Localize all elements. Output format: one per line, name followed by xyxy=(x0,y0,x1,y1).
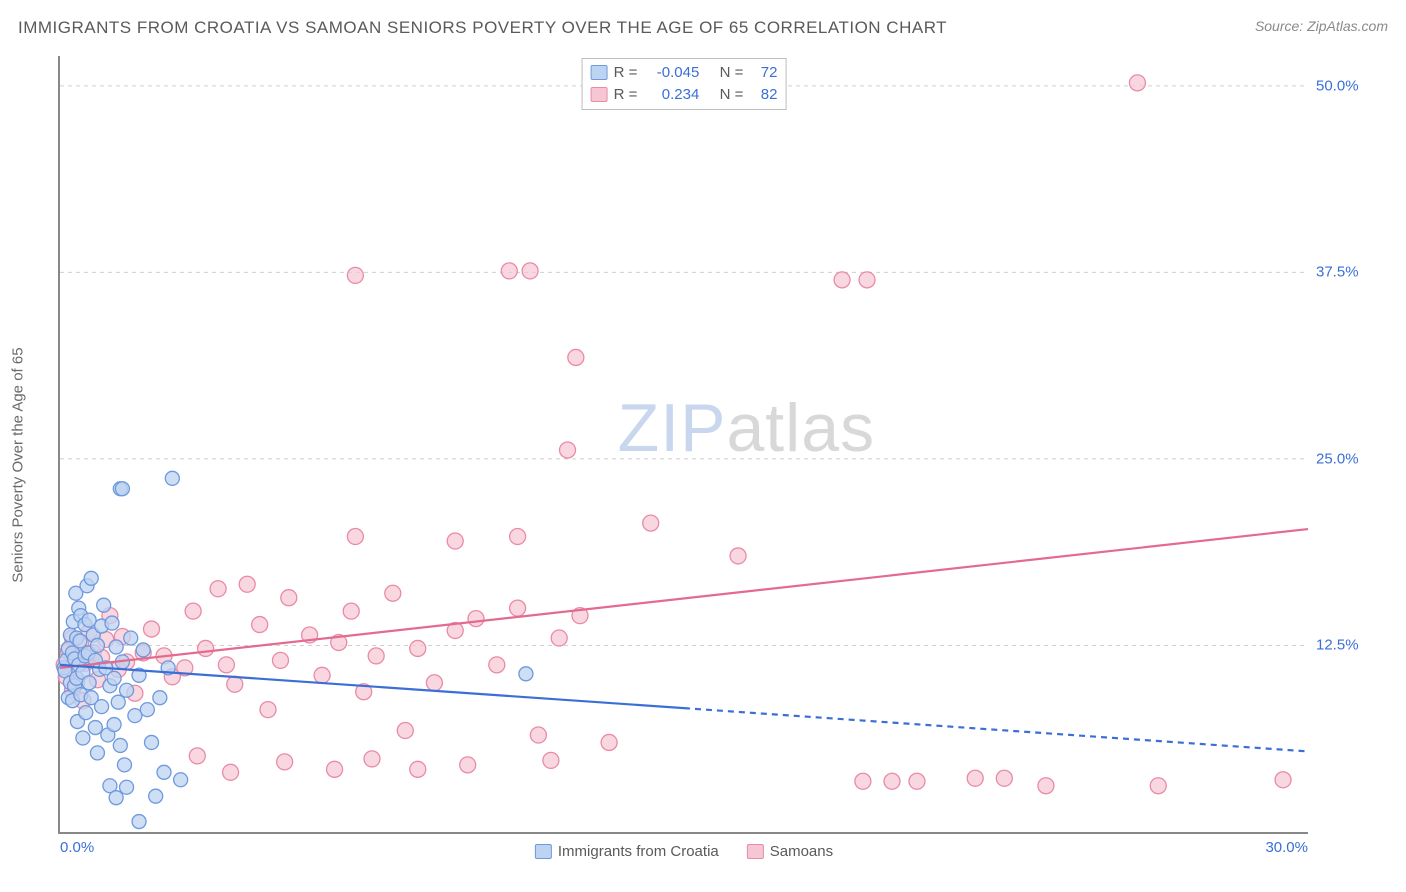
stats-row-croatia: R = -0.045 N = 72 xyxy=(591,62,778,84)
y-tick: 37.5% xyxy=(1316,264,1386,281)
legend-item-croatia: Immigrants from Croatia xyxy=(535,843,719,860)
swatch-samoans xyxy=(591,87,608,102)
y-tick: 25.0% xyxy=(1316,450,1386,467)
n-value-samoans: 82 xyxy=(749,84,777,106)
n-label: N = xyxy=(720,62,744,84)
n-label: N = xyxy=(720,84,744,106)
r-label: R = xyxy=(614,62,638,84)
chart-area: Seniors Poverty Over the Age of 65 ZIPat… xyxy=(28,56,1388,874)
r-value-croatia: -0.045 xyxy=(643,62,699,84)
legend-item-samoans: Samoans xyxy=(747,843,833,860)
stats-row-samoans: R = 0.234 N = 82 xyxy=(591,84,778,106)
bottom-legend: Immigrants from Croatia Samoans xyxy=(535,843,833,860)
source-name: ZipAtlas.com xyxy=(1307,18,1388,34)
trend-line-layer xyxy=(60,56,1308,832)
chart-header: IMMIGRANTS FROM CROATIA VS SAMOAN SENIOR… xyxy=(18,18,1388,38)
r-label: R = xyxy=(614,84,638,106)
correlation-stats-box: R = -0.045 N = 72 R = 0.234 N = 82 xyxy=(582,58,787,110)
y-tick: 50.0% xyxy=(1316,77,1386,94)
legend-label-samoans: Samoans xyxy=(770,843,833,860)
trend-line xyxy=(60,665,684,708)
n-value-croatia: 72 xyxy=(749,62,777,84)
x-tick-min: 0.0% xyxy=(60,839,94,856)
plot-region: ZIPatlas R = -0.045 N = 72 R = 0.234 N =… xyxy=(58,56,1308,834)
source-prefix: Source: xyxy=(1255,18,1307,34)
legend-label-croatia: Immigrants from Croatia xyxy=(558,843,719,860)
trend-line xyxy=(60,529,1308,668)
trend-line xyxy=(684,708,1308,751)
y-axis-label: Seniors Poverty Over the Age of 65 xyxy=(10,347,27,582)
chart-title: IMMIGRANTS FROM CROATIA VS SAMOAN SENIOR… xyxy=(18,18,947,38)
swatch-croatia xyxy=(591,65,608,80)
y-tick: 12.5% xyxy=(1316,637,1386,654)
chart-source: Source: ZipAtlas.com xyxy=(1255,18,1388,34)
swatch-croatia xyxy=(535,844,552,859)
swatch-samoans xyxy=(747,844,764,859)
r-value-samoans: 0.234 xyxy=(643,84,699,106)
x-tick-max: 30.0% xyxy=(1265,839,1308,856)
